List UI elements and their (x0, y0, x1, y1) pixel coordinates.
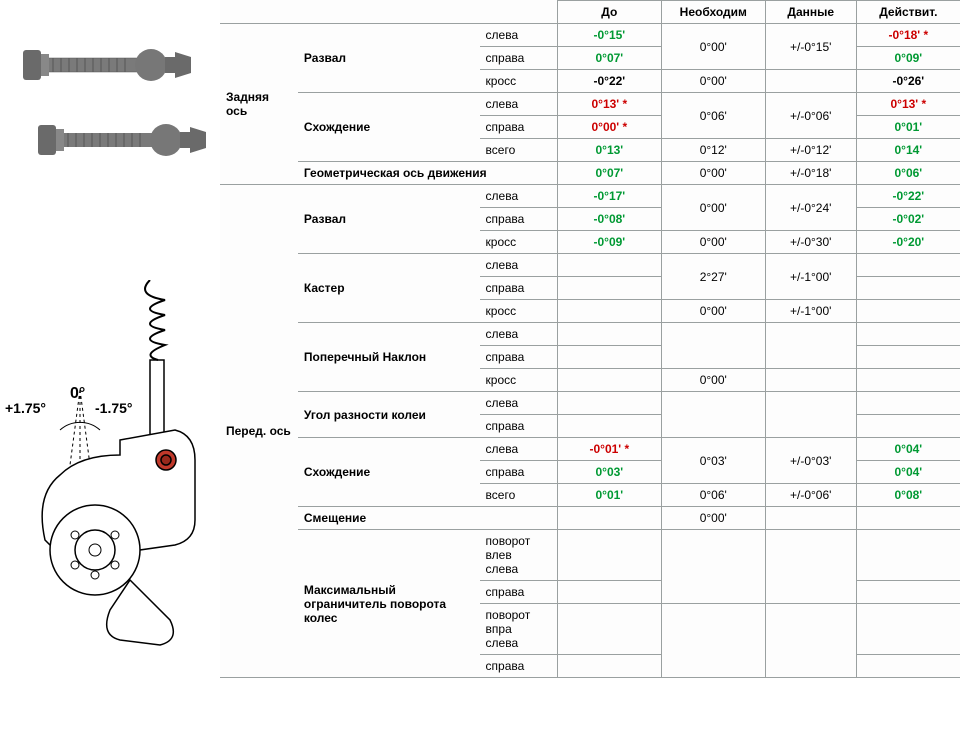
left-illustration-panel: +1.75° 0° -1.75° (0, 0, 220, 744)
col-required: Необходим (661, 1, 765, 24)
angle-neg-label: -1.75° (95, 400, 133, 416)
rear-axis-label: Задняя ось (220, 24, 298, 185)
suspension-diagram (0, 280, 220, 680)
col-data: Данные (765, 1, 856, 24)
geom-axis-label: Геометрическая ось движения (298, 162, 558, 185)
front-sai-label: Поперечный Наклон (298, 323, 480, 392)
front-maxturn-label: Максимальный ограничитель поворота колес (298, 530, 480, 678)
front-caster-label: Кастер (298, 254, 480, 323)
front-setback-label: Смещение (298, 507, 558, 530)
col-actual: Действит. (856, 1, 960, 24)
front-trackdiff-label: Угол разности колеи (298, 392, 480, 438)
col-before: До (557, 1, 661, 24)
alignment-table: До Необходим Данные Действит. Задняя ось… (220, 0, 960, 678)
angle-pos-label: +1.75° (5, 400, 46, 416)
camber-bolt-image (8, 20, 208, 190)
rear-toe-label: Схождение (298, 93, 480, 162)
front-camber-label: Развал (298, 185, 480, 254)
front-toe-label: Схождение (298, 438, 480, 507)
angle-zero-label: 0° (70, 385, 85, 403)
front-axis-label: Перед. ось (220, 185, 298, 678)
header-row: До Необходим Данные Действит. (220, 1, 960, 24)
rear-camber-label: Развал (298, 24, 480, 93)
